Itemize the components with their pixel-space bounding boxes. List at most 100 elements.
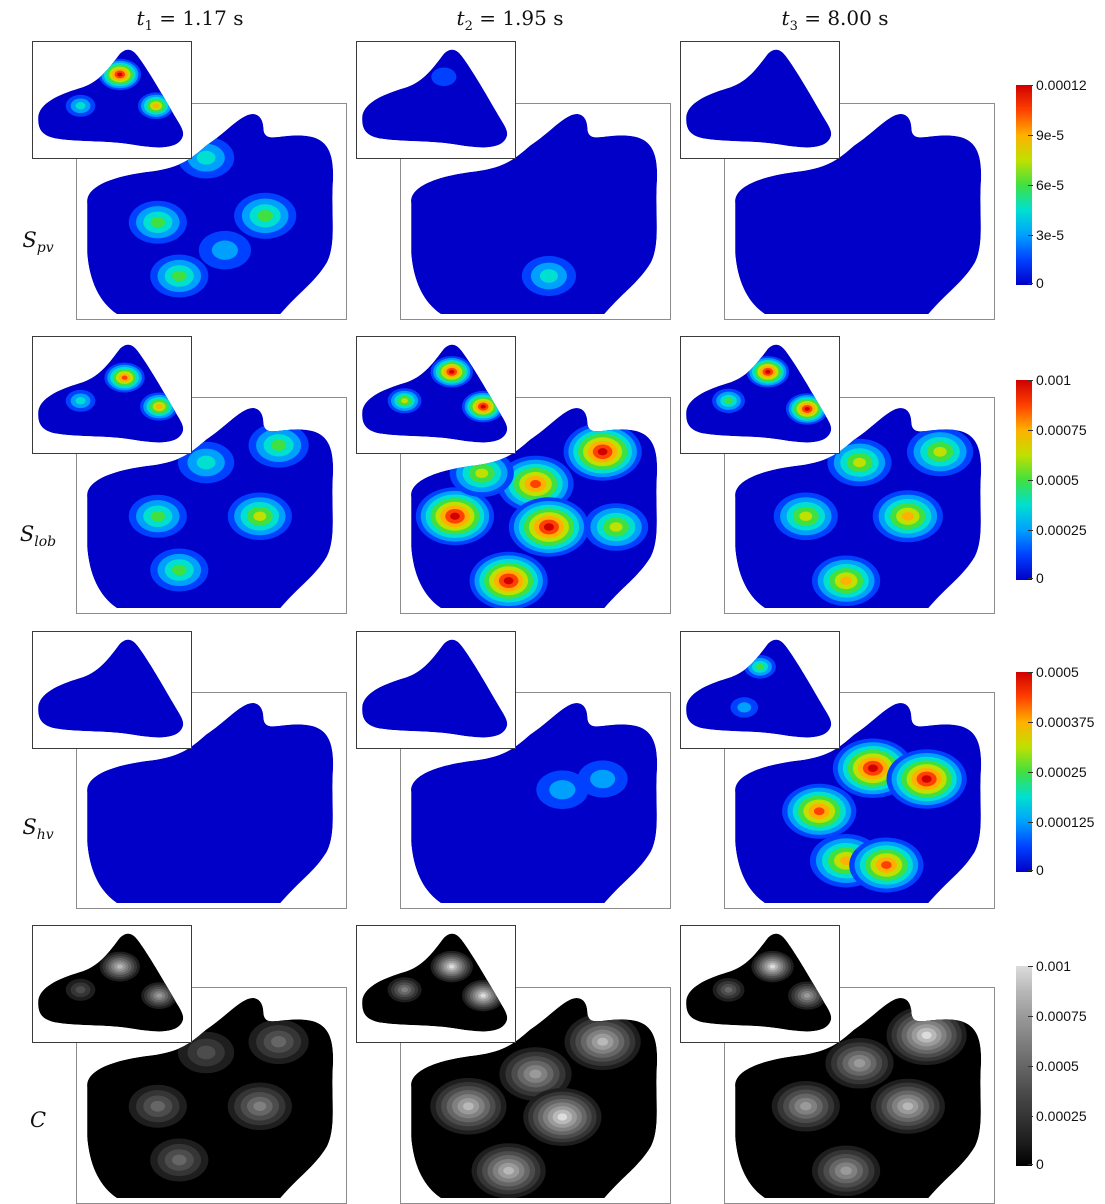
main-r3c0-contour-band [172,1154,187,1166]
main-r3c2-contour-band [853,1059,866,1068]
main-r1c1-contour-band [450,512,460,520]
main-r3c2-contour-band [921,1031,932,1040]
inset-r3c0-svg [38,933,184,1032]
colorbar-tick-label: 0.000375 [1027,714,1095,730]
inset-r1c1-contour-band [401,398,408,404]
main-r0c0-contour-band [257,210,273,222]
inset-r3c2-svg [686,933,832,1032]
inset-r0c0-svg [38,49,184,148]
panel-inset-r0-c1 [356,41,516,159]
main-r2c1-domain [411,703,658,904]
inset-r3c1-contour-band [449,964,455,969]
colorbar-tick-label: 0.0005 [1028,664,1079,680]
inset-r2c2-domain [686,639,832,738]
panel-inset-r3-c0 [32,925,192,1043]
column-title-t1: t1 = 1.17 s [136,6,244,34]
panel-inset-r2-c1 [356,631,516,749]
main-r1c0-contour-band [150,510,166,522]
main-r3c1-contour-band [597,1037,609,1046]
inset-r0c0-domain [38,49,184,148]
inset-r1c1-svg [362,344,508,443]
main-r1c1-contour-band [609,522,623,532]
colorbar-tick-label: 0.000125 [1027,814,1095,830]
main-r2c2-contour-band [840,856,853,866]
colorbar-tick-label: 6e-5 [1027,177,1065,193]
main-r1c2-contour-band [901,511,914,521]
main-r1c2-contour-band [840,576,852,585]
inset-r3c2-contour-band [804,993,811,998]
main-r3c1-contour-band [557,1113,568,1121]
inset-r1c1-contour-band [449,369,455,374]
main-r2c1-svg [411,703,658,904]
row-label-s-pv: Spv [22,228,54,257]
main-r2c1-contour-band [549,780,576,800]
inset-r1c2-contour-band [765,369,771,374]
main-r3c1-svg [411,998,658,1199]
main-r3c2-contour-band [840,1166,852,1175]
main-r0c1-domain [411,114,658,315]
colorbar-tick-label: 0.001 [1027,958,1072,974]
main-r1c2-contour-band [853,457,866,468]
row-label-s-hv: Shv [22,815,54,844]
main-r2c1-contour-band [590,769,616,789]
colorbar-tick-label: 0.00025 [1028,1108,1087,1124]
main-r1c1-contour-band [503,577,514,585]
panel-inset-r0-c2 [680,41,840,159]
panel-main-r0-c0 [76,103,347,320]
main-r3c0-contour-band [196,1045,216,1060]
main-r2c2-svg [735,703,982,904]
panel-inset-r2-c0 [32,631,192,749]
colorbar-tick-label: 9e-5 [1027,127,1065,143]
main-r2c2-contour-band [813,807,825,816]
inset-r3c1-contour-band [401,987,408,993]
colorbar-tick-label: 0.00075 [1028,1008,1087,1024]
panel-inset-r2-c2 [680,631,840,749]
main-r2c2-contour-band [921,775,932,783]
inset-r2c0-domain [38,639,184,738]
inset-r1c0-svg [38,344,184,443]
inset-r3c0-domain [38,933,184,1032]
main-r1c0-contour-band [196,455,216,470]
inset-r0c1-domain [362,49,508,148]
colorbar-tick-label: 0.00025 [1028,522,1087,538]
column-title-t3: t3 = 8.00 s [781,6,889,34]
inset-r2c2-contour-band [756,663,764,670]
panel-inset-r3-c2 [680,925,840,1043]
inset-r2c1-domain [362,639,508,738]
inset-r2c0-svg [38,639,184,738]
colorbar-tick-label: 0 [1028,862,1044,878]
colorbar-tick-label: 3e-5 [1027,227,1065,243]
panel-inset-r1-c2 [680,336,840,454]
main-r1c1-contour-band [475,468,489,479]
row-label-s-lob: Slob [19,522,57,551]
main-r1c1-contour-band [543,523,554,531]
main-r0c1-contour-band [539,269,558,283]
panel-main-r3-c0 [76,987,347,1204]
panel-inset-r3-c1 [356,925,516,1043]
colorbar-tick-label: 0.00025 [1028,764,1087,780]
main-r1c0-svg [87,408,334,609]
inset-r0c1-contour-band [431,67,457,87]
main-r3c1-contour-band [462,1102,474,1111]
panel-inset-r1-c1 [356,336,516,454]
main-r3c0-contour-band [150,1100,166,1112]
panel-main-r1-c2 [724,397,995,614]
main-r2c2-contour-band [867,764,878,772]
colorbar-tick-label: 0 [1028,1156,1044,1172]
main-r0c0-contour-band [150,216,166,228]
inset-r0c2-domain [686,49,832,148]
panel-inset-r1-c0 [32,336,192,454]
inset-r1c0-contour-band [156,404,163,409]
inset-r3c0-contour-band [116,964,123,969]
main-r2c0-svg [87,703,334,904]
inset-r3c2-contour-band [724,986,733,993]
main-r2c2-contour-band [881,861,892,869]
inset-r1c2-contour-band [724,397,733,404]
colorbar-tick-label: 0 [1028,570,1044,586]
inset-r2c1-svg [362,639,508,738]
main-r3c2-contour-band [902,1102,914,1111]
main-r0c1-svg [411,114,658,315]
inset-r0c2-svg [686,49,832,148]
main-r0c0-contour-band [172,270,187,282]
main-r3c2-contour-band [800,1102,812,1111]
